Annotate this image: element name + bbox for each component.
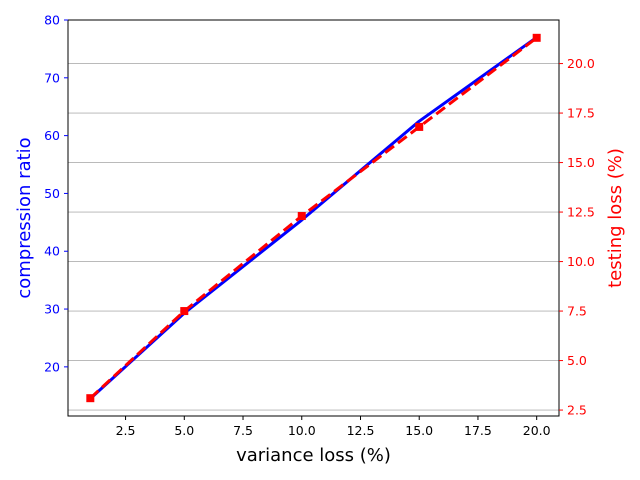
series-layer — [86, 33, 541, 403]
y-right-tick-label: 15.0 — [567, 155, 595, 170]
data-point — [532, 33, 541, 42]
x-tick-label: 17.5 — [464, 423, 492, 438]
y-right-tick-label: 10.0 — [567, 254, 595, 269]
x-axis-label: variance loss (%) — [236, 445, 391, 466]
y-left-tick-label: 40 — [44, 244, 60, 259]
y-left-tick-label: 20 — [44, 359, 60, 374]
y-left-tick-label: 70 — [44, 70, 60, 85]
data-point — [180, 307, 189, 316]
y-axis-right-label: testing loss (%) — [605, 148, 626, 288]
y-right-tick-label: 2.5 — [567, 403, 587, 418]
x-tick-label: 15.0 — [405, 423, 433, 438]
y-right-tick-label: 5.0 — [567, 353, 587, 368]
y-left-tick-label: 60 — [44, 128, 60, 143]
data-point — [86, 394, 95, 403]
x-tick-label: 2.5 — [116, 423, 136, 438]
data-point — [415, 122, 424, 131]
y-right-tick-label: 7.5 — [567, 304, 587, 319]
y-right-tick-label: 12.5 — [567, 205, 595, 220]
y-left-tick-label: 50 — [44, 186, 60, 201]
x-tick-label: 5.0 — [174, 423, 194, 438]
y-axis-left-label: compression ratio — [14, 137, 35, 298]
plot-frame — [67, 19, 560, 417]
x-tick-label: 20.0 — [523, 423, 551, 438]
ticks-layer: 2.5 5.0 7.5 10.0 12.5 15.0 17.5 20.0 20 30 40 50 60 7… — [44, 13, 595, 439]
y-right-tick-label: 17.5 — [567, 106, 595, 121]
y-right-tick-label: 20.0 — [567, 56, 595, 71]
data-point — [297, 212, 306, 221]
y-left-tick-label: 30 — [44, 302, 60, 317]
x-tick-label: 12.5 — [347, 423, 375, 438]
x-tick-label: 10.0 — [288, 423, 316, 438]
x-tick-label: 7.5 — [233, 423, 253, 438]
y-left-tick-label: 80 — [44, 13, 60, 28]
